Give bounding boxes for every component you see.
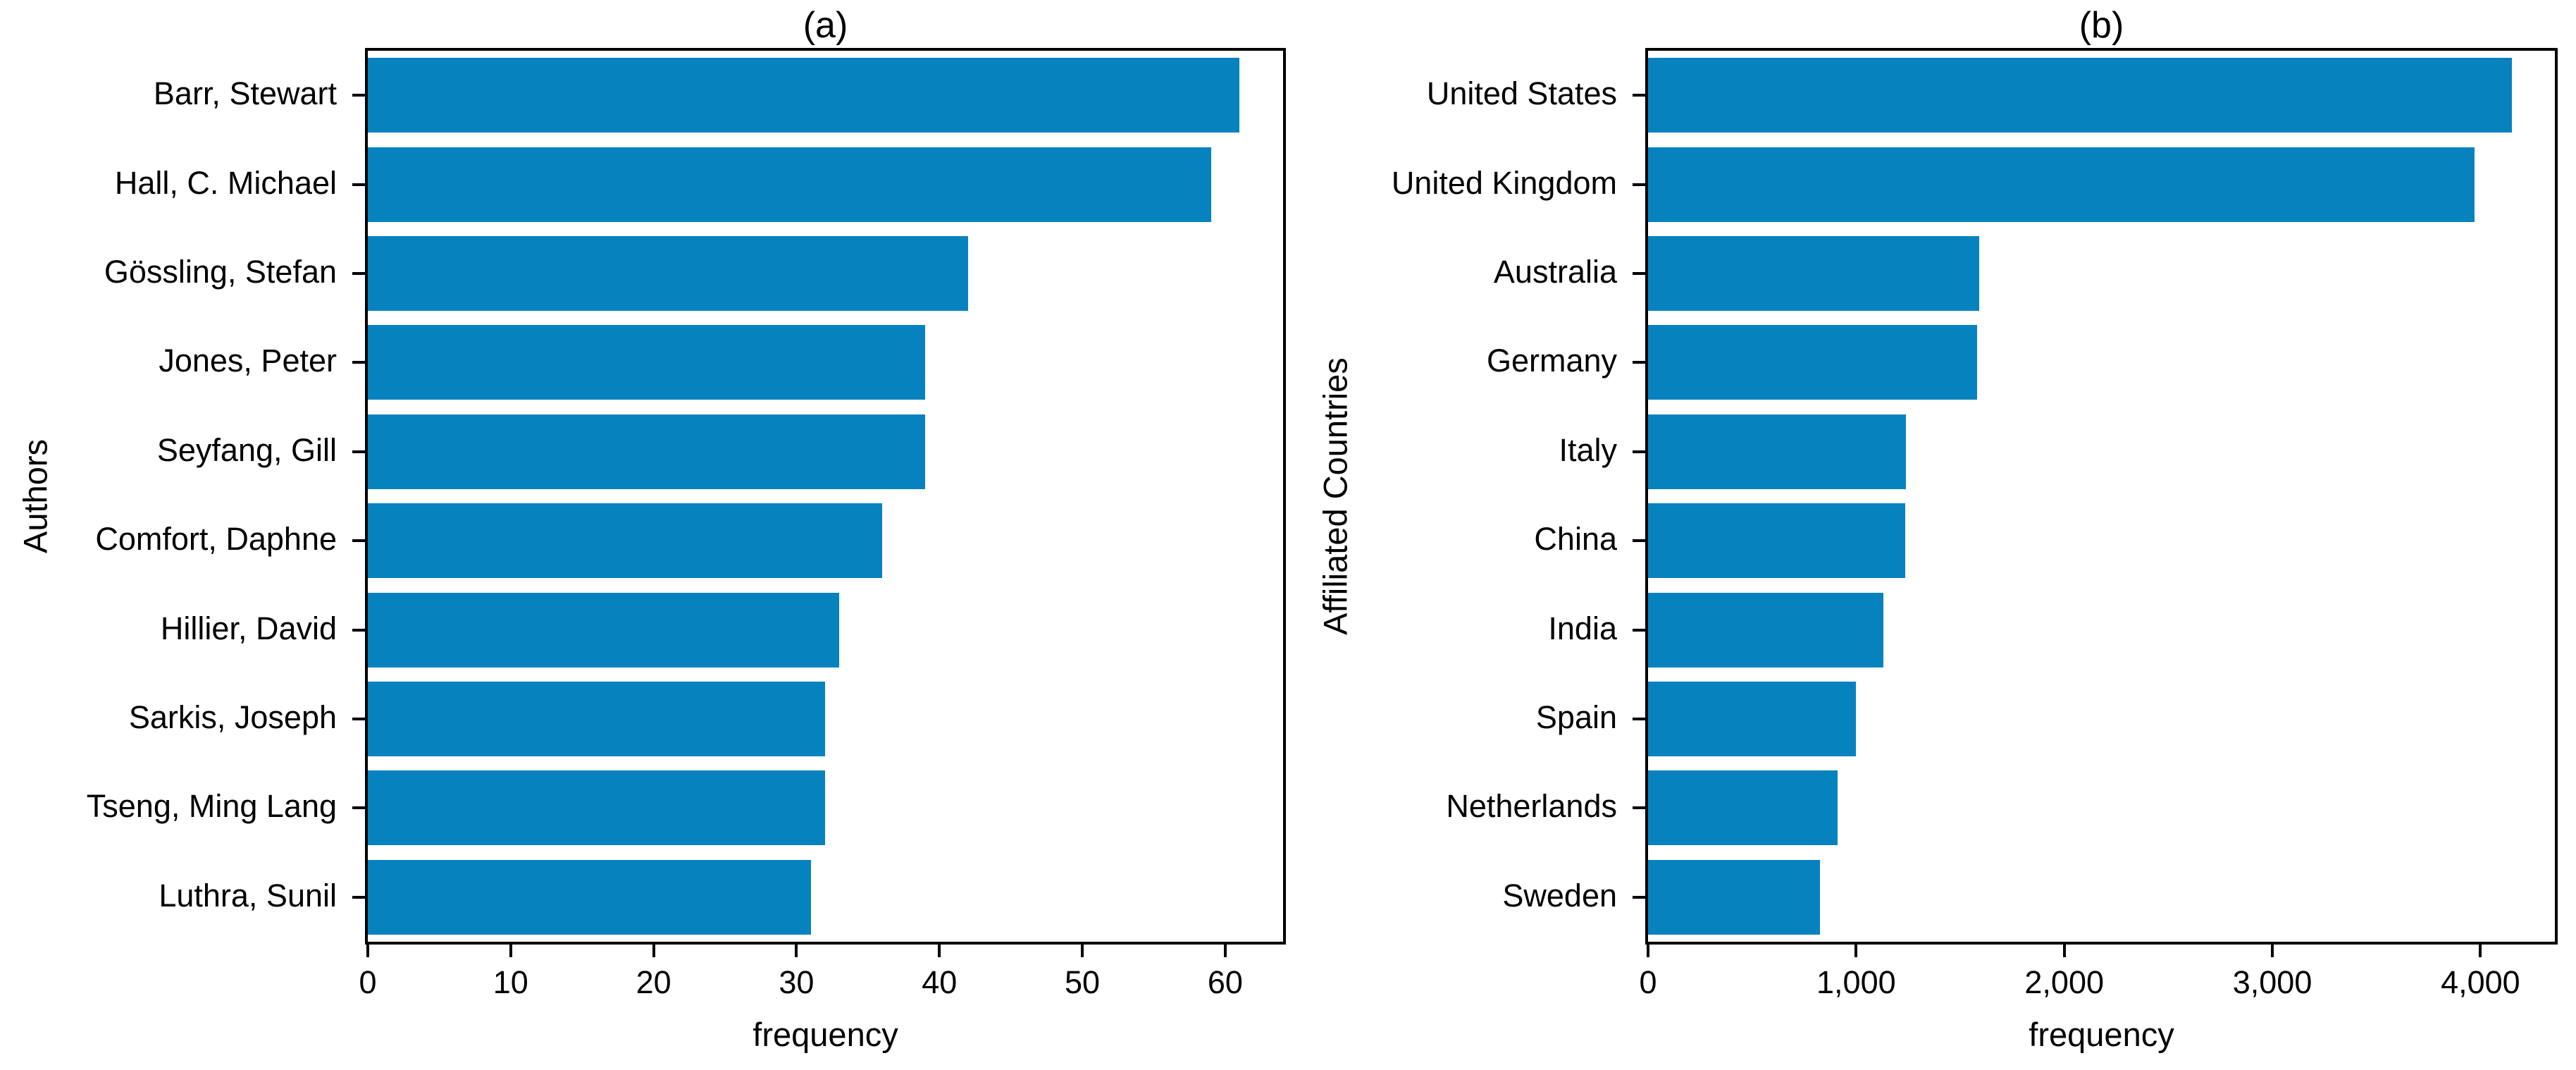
category-label-barr-stewart: Barr, Stewart: [153, 75, 337, 112]
category-label-tseng-ming-lang: Tseng, Ming Lang: [86, 788, 337, 825]
category-label-united-kingdom: United Kingdom: [1391, 164, 1617, 201]
y-axis-tick: [352, 450, 365, 453]
x-tick-label-0: 0: [1639, 964, 1657, 1000]
y-axis-tick: [352, 628, 365, 632]
category-label-china: China: [1534, 521, 1617, 558]
category-label-comfort-daphne: Comfort, Daphne: [95, 521, 337, 558]
plot-area-b: [1645, 48, 2558, 945]
bar-netherlands: [1648, 770, 1838, 846]
bar-china: [1648, 503, 1905, 579]
x-tick-label-40: 40: [922, 964, 958, 1000]
category-label-united-states: United States: [1426, 75, 1617, 112]
category-label-g-ssling-stefan: Gössling, Stefan: [104, 253, 337, 290]
category-label-hall-c-michael: Hall, C. Michael: [114, 164, 337, 201]
x-tick-label-60: 60: [1207, 964, 1243, 1000]
panel-title-a: (a): [803, 5, 848, 46]
category-label-seyfang-gill: Seyfang, Gill: [156, 431, 337, 468]
x-axis-label: frequency: [753, 1016, 898, 1053]
bar-united-kingdom: [1648, 147, 2475, 222]
category-label-jones-peter: Jones, Peter: [159, 343, 337, 379]
x-tick-label-30: 30: [779, 964, 815, 1000]
x-tick-label-50: 50: [1065, 964, 1101, 1000]
category-label-germany: Germany: [1486, 343, 1617, 379]
x-axis-tick: [2479, 945, 2482, 957]
bar-hall-c-michael: [368, 147, 1211, 222]
x-tick-label-0: 0: [359, 964, 377, 1000]
x-axis-tick: [1081, 945, 1084, 957]
bar-germany: [1648, 325, 1977, 400]
y-axis-tick: [1633, 272, 1645, 275]
bar-jones-peter: [368, 325, 925, 400]
x-tick-label-20: 20: [636, 964, 671, 1000]
y-axis-label: Authors: [16, 439, 54, 553]
bar-tseng-ming-lang: [368, 770, 825, 846]
category-label-spain: Spain: [1535, 699, 1617, 735]
x-axis-tick: [1223, 945, 1227, 957]
y-axis-label: Affiliated Countries: [1316, 357, 1354, 635]
bar-luthra-sunil: [368, 859, 811, 935]
y-axis-tick: [352, 272, 365, 275]
category-label-italy: Italy: [1559, 431, 1617, 468]
y-axis-tick: [1633, 539, 1645, 543]
category-label-netherlands: Netherlands: [1446, 788, 1617, 825]
y-axis-tick: [1633, 361, 1645, 364]
x-axis-tick: [2271, 945, 2274, 957]
bar-comfort-daphne: [368, 503, 882, 579]
x-tick-label-4-000: 4,000: [2441, 964, 2520, 1000]
x-axis-tick: [795, 945, 798, 957]
x-axis-tick: [1854, 945, 1858, 957]
x-axis-tick: [938, 945, 941, 957]
plot-area-a: [365, 48, 1286, 945]
y-axis-tick: [1633, 94, 1645, 97]
y-axis-tick: [352, 895, 365, 899]
x-axis-tick: [366, 945, 369, 957]
category-label-sweden: Sweden: [1502, 877, 1617, 914]
y-axis-tick: [1633, 183, 1645, 186]
bar-italy: [1648, 414, 1906, 489]
bar-united-states: [1648, 58, 2512, 133]
y-axis-tick: [352, 361, 365, 364]
y-axis-tick: [352, 539, 365, 543]
bar-spain: [1648, 681, 1856, 757]
y-axis-tick: [1633, 450, 1645, 453]
y-axis-tick: [1633, 718, 1645, 720]
y-axis-tick: [352, 806, 365, 810]
bar-india: [1648, 592, 1883, 668]
category-label-luthra-sunil: Luthra, Sunil: [159, 877, 337, 914]
bar-australia: [1648, 235, 1979, 312]
bar-sarkis-joseph: [368, 681, 825, 757]
bar-barr-stewart: [368, 58, 1239, 133]
bar-seyfang-gill: [368, 414, 925, 489]
y-axis-tick: [1633, 628, 1645, 632]
bar-g-ssling-stefan: [368, 235, 968, 312]
y-axis-tick: [352, 183, 365, 186]
x-tick-label-1-000: 1,000: [1816, 964, 1896, 1000]
category-label-hillier-david: Hillier, David: [160, 610, 337, 646]
y-axis-tick: [1633, 806, 1645, 810]
x-axis-label: frequency: [2029, 1016, 2174, 1053]
x-axis-tick: [2062, 945, 2066, 957]
y-axis-tick: [352, 94, 365, 97]
category-label-india: India: [1548, 610, 1617, 646]
y-axis-tick: [352, 718, 365, 720]
x-axis-tick: [509, 945, 512, 957]
y-axis-tick: [1633, 895, 1645, 899]
panel-title-b: (b): [2079, 5, 2124, 46]
x-axis-tick: [1647, 945, 1649, 957]
x-axis-tick: [652, 945, 655, 957]
category-label-sarkis-joseph: Sarkis, Joseph: [128, 699, 337, 735]
x-tick-label-2-000: 2,000: [2024, 964, 2105, 1000]
bar-hillier-david: [368, 592, 839, 668]
category-label-australia: Australia: [1493, 253, 1617, 290]
x-tick-label-10: 10: [493, 964, 528, 1000]
x-tick-label-3-000: 3,000: [2232, 964, 2312, 1000]
bar-sweden: [1648, 859, 1820, 935]
